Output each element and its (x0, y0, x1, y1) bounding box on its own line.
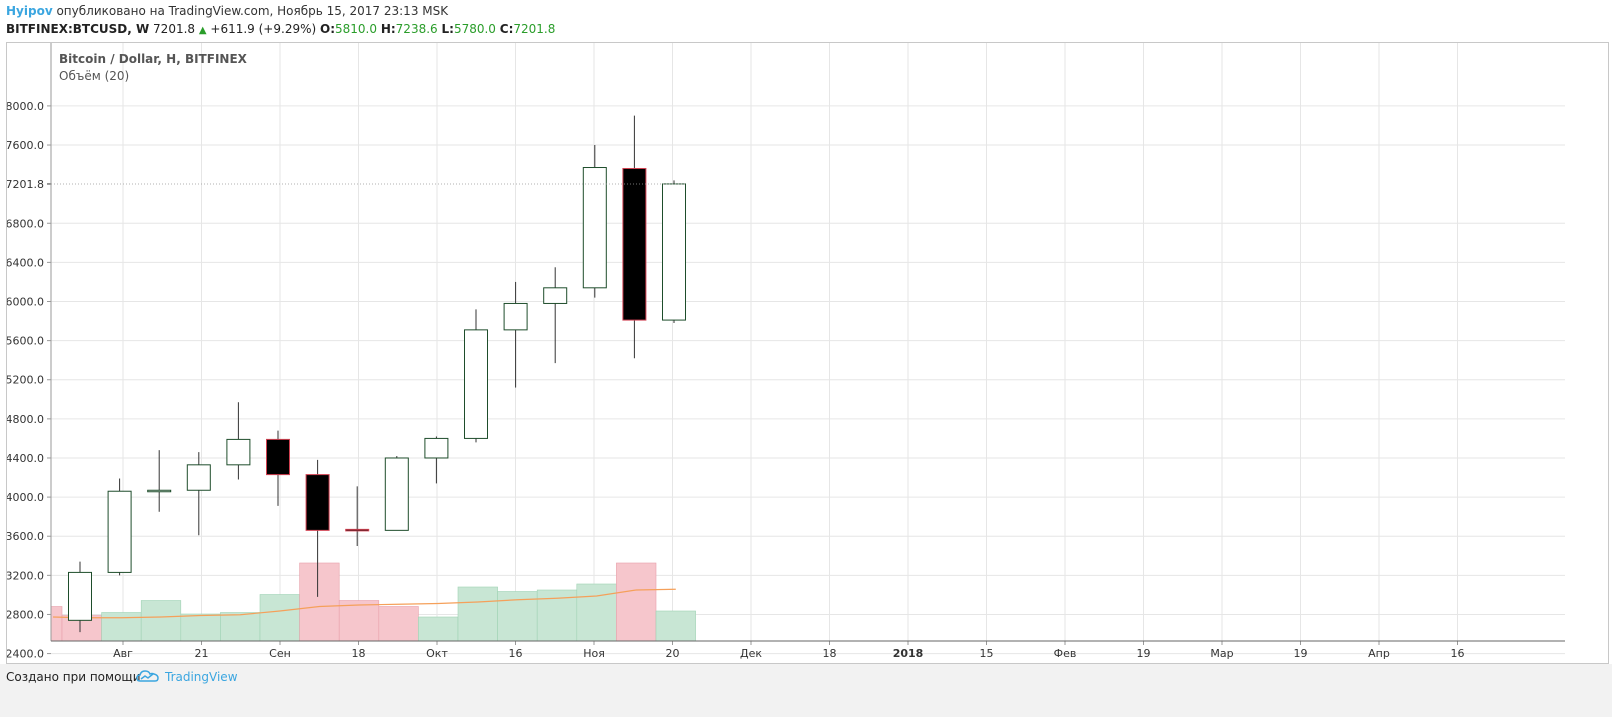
price-chart[interactable]: 2400.0 2800.0 3200.0 3600.0 4000.0 4400.0 4800… (7, 43, 1608, 663)
candle-body (543, 287, 568, 304)
volume-bar (101, 612, 142, 642)
chart-legend-title: Bitcoin / Dollar, H, BITFINEX (59, 52, 247, 66)
x-tick-label: 19 (1294, 647, 1308, 660)
candle-body (305, 474, 330, 531)
x-tick-label: Ноя (583, 647, 605, 660)
x-tick-label: 20 (666, 647, 680, 660)
volume-bar (299, 562, 340, 642)
volume-legend: Объём (20) (59, 69, 130, 83)
y-tick-label: 5200.0 (7, 374, 44, 387)
y-tick-label: 2400.0 (7, 648, 44, 661)
x-tick-label: 18 (352, 647, 366, 660)
x-tick-label: 16 (1451, 647, 1465, 660)
volume-bar (259, 594, 300, 642)
x-tick-label: 16 (509, 647, 523, 660)
candle-body (147, 489, 172, 493)
candle-body (226, 438, 251, 466)
candle-body (424, 437, 449, 459)
y-tick-label: 6000.0 (7, 296, 44, 309)
tradingview-link[interactable]: TradingView (165, 670, 238, 684)
candle-body (464, 329, 488, 439)
volume-ma-line (52, 588, 676, 619)
y-tick-label: 2800.0 (7, 608, 44, 621)
x-tick-label: 21 (195, 647, 209, 660)
y-tick-label: 7600.0 (7, 139, 44, 152)
x-tick-label: 18 (823, 647, 837, 660)
volume-bar (220, 612, 261, 642)
low-label: L: (441, 22, 454, 36)
volume-bar (50, 606, 63, 642)
candle-body (662, 183, 686, 321)
low-value: 5780.0 (453, 22, 496, 36)
up-arrow-icon: ▲ (198, 25, 207, 36)
candle-body (622, 167, 647, 321)
candle-body (107, 490, 132, 573)
tradingview-cloud-icon[interactable] (136, 668, 160, 688)
x-tick-label: 15 (980, 647, 994, 660)
price-change: +611.9 (+9.29%) (210, 22, 317, 36)
open-value: 5810.0 (335, 22, 377, 36)
y-tick-label: 5600.0 (7, 335, 44, 348)
candle-body (68, 571, 92, 621)
x-tick-label: 19 (1137, 647, 1151, 660)
candle-body (266, 438, 290, 476)
x-tick-label: Дек (740, 647, 762, 660)
author-link[interactable]: Hyipov (6, 4, 53, 18)
publish-line: Hyipov опубликовано на TradingView.com, … (6, 4, 448, 18)
volume-bar (655, 610, 696, 642)
y-tick-label: 4400.0 (7, 452, 44, 465)
volume-bar (418, 616, 459, 642)
candle-body (503, 302, 528, 331)
x-tick-label: Апр (1368, 647, 1390, 660)
x-tick-label: Фев (1054, 647, 1077, 660)
volume-bar (457, 586, 498, 642)
x-tick-label: Окт (426, 647, 448, 660)
symbol-line: BITFINEX:BTCUSD, W 7201.8 ▲ +611.9 (+9.2… (6, 22, 555, 36)
y-tick-label: 4000.0 (7, 491, 44, 504)
candle-body (384, 457, 409, 531)
publish-info: опубликовано на TradingView.com, Ноябрь … (56, 4, 449, 18)
candle-body (582, 167, 607, 289)
candle-body (345, 528, 370, 532)
close-value: 7201.8 (513, 22, 556, 36)
x-tick-label: 2018 (893, 647, 924, 660)
x-tick-label: Сен (269, 647, 291, 660)
symbol-name: BITFINEX:BTCUSD, W (6, 22, 150, 36)
y-tick-label: 8000.0 (7, 100, 44, 113)
volume-bar (140, 600, 182, 642)
high-label: H: (380, 22, 396, 36)
volume-bar (338, 600, 380, 642)
x-tick-label: Мар (1210, 647, 1233, 660)
last-price-axis-label: 7201.8 (7, 178, 44, 191)
high-value: 7238.6 (395, 22, 438, 36)
y-tick-label: 6400.0 (7, 256, 44, 269)
candle-body (186, 464, 211, 491)
y-tick-label: 3200.0 (7, 569, 44, 582)
volume-bar (180, 613, 221, 642)
y-tick-label: 4800.0 (7, 413, 44, 426)
volume-bar (378, 606, 419, 642)
footer-bar: Создано при помощи TradingView (0, 664, 1612, 717)
y-tick-label: 6800.0 (7, 217, 44, 230)
last-price: 7201.8 (153, 22, 196, 36)
volume-bar (576, 583, 617, 642)
x-tick-label: Авг (113, 647, 133, 660)
y-tick-label: 3600.0 (7, 530, 44, 543)
close-label: C: (499, 22, 514, 36)
open-label: O: (320, 22, 335, 36)
volume-bar (616, 562, 657, 642)
created-with-text: Создано при помощи (6, 670, 141, 684)
chart-frame[interactable]: 2400.0 2800.0 3200.0 3600.0 4000.0 4400.0 4800… (6, 42, 1609, 664)
